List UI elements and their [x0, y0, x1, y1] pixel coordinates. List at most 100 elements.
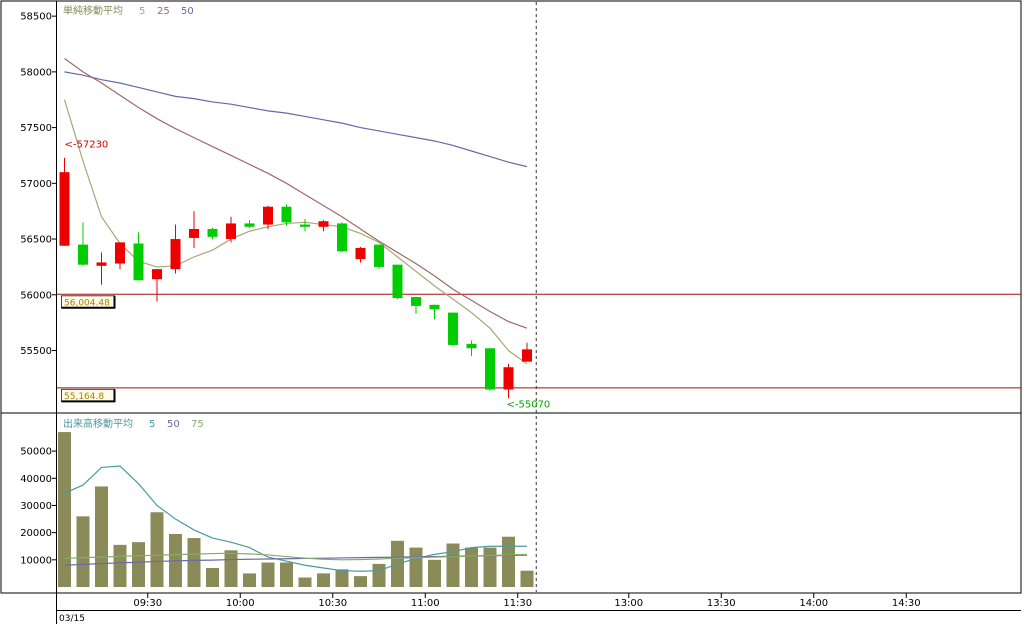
volume-panel-frame [0, 412, 1022, 594]
volume-bar [317, 573, 330, 587]
candle-body [207, 229, 218, 237]
candle-body [503, 367, 514, 390]
candle-body [318, 221, 329, 227]
price-tick-label: 56000 [20, 290, 52, 301]
price-ma-line-25 [64, 58, 528, 329]
time-tick-label: 11:00 [411, 598, 440, 609]
candle-body [355, 247, 366, 260]
volume-bar [502, 536, 515, 587]
volume-bar [187, 538, 201, 587]
candle-body [133, 243, 144, 281]
reference-label-upper: 56,004.48 [64, 298, 110, 308]
time-tick-label: 13:30 [707, 598, 736, 609]
price-y-axis: 58500 58000 57500 57000 56500 56000 55500 [20, 12, 57, 357]
volume-bar [132, 542, 145, 587]
volume-bar [465, 547, 478, 587]
volume-ma-legend-5: 5 [149, 419, 155, 430]
candle-body [115, 242, 125, 264]
volume-ma-line-75 [64, 552, 528, 561]
price-reference-lines: 56,004.48 55,164.8 [57, 293, 1021, 403]
candle-body [189, 229, 199, 238]
volume-bar [243, 573, 256, 587]
candle-body [263, 206, 273, 225]
time-tick-label: 10:30 [318, 598, 347, 609]
volume-tick-label: 20000 [20, 528, 52, 539]
candle-body [59, 172, 70, 246]
volume-bar [58, 432, 71, 587]
price-tick-label: 58000 [20, 67, 52, 78]
price-tick-label: 58500 [20, 12, 52, 23]
time-tick-label: 14:30 [892, 598, 921, 609]
volume-ma-legend-75: 75 [191, 419, 204, 430]
candle-body [78, 244, 88, 265]
candle-body [244, 223, 255, 227]
candle-body [152, 269, 162, 280]
candle-body [485, 348, 495, 390]
volume-bar [409, 547, 423, 587]
time-tick-label: 14:00 [799, 598, 828, 609]
volume-bar [428, 559, 441, 587]
candle-body [429, 304, 440, 310]
date-label: 03/15 [59, 614, 85, 624]
candle-body [411, 297, 421, 306]
volume-bar [150, 512, 164, 587]
price-ma-legend-5: 5 [139, 6, 145, 17]
volume-bar [95, 486, 108, 587]
volume-bar [483, 547, 497, 587]
volume-y-axis: 50000 40000 30000 20000 10000 [20, 447, 57, 566]
volume-bars [58, 432, 534, 587]
price-tick-label: 55500 [20, 346, 52, 357]
volume-bar [446, 543, 460, 587]
reference-label-shadow-upper [61, 295, 116, 309]
volume-tick-label: 50000 [20, 447, 52, 458]
volume-tick-label: 10000 [20, 555, 52, 566]
volume-ma-legend-50: 50 [167, 419, 180, 430]
volume-bar [76, 516, 90, 587]
candle-body [522, 349, 532, 362]
volume-bar [372, 563, 386, 587]
candle-body [300, 224, 310, 227]
volume-ma-line-5 [64, 465, 527, 572]
volume-bar [298, 577, 312, 587]
reference-label-shadow-lower [61, 389, 116, 403]
candle-body [392, 264, 403, 299]
low-annotation: <-55070 [507, 399, 551, 410]
candlesticks [59, 157, 532, 399]
price-tick-label: 57500 [20, 123, 52, 134]
price-ma-legend-25: 25 [157, 6, 170, 17]
candle-body [374, 244, 384, 267]
time-tick-label: 13:00 [614, 598, 643, 609]
price-tick-label: 56500 [20, 235, 52, 246]
time-tick-label: 11:30 [503, 598, 532, 609]
time-tick-label: 10:00 [226, 598, 255, 609]
volume-moving-averages [64, 465, 528, 572]
volume-bar [335, 569, 349, 587]
candle-body [337, 223, 347, 252]
volume-bar [261, 562, 275, 587]
volume-tick-label: 40000 [20, 474, 52, 485]
price-panel-frame [0, 0, 1022, 414]
volume-ma-legend-title: 出来高移動平均 [63, 417, 133, 430]
price-ma-legend-title: 単純移動平均 [63, 4, 123, 17]
candle-body [448, 312, 458, 345]
time-tick-label: 09:30 [133, 598, 162, 609]
price-tick-label: 57000 [20, 179, 52, 190]
volume-bar [224, 550, 238, 587]
price-ma-line-50 [64, 71, 528, 168]
candle-body [96, 262, 107, 266]
candle-body [226, 223, 236, 240]
volume-bar [206, 567, 219, 587]
volume-bar [280, 562, 293, 587]
candle-body [466, 343, 477, 349]
time-x-axis: 09:30 10:00 10:30 11:00 11:30 13:00 13:30 14:00… [133, 2, 921, 609]
volume-bar [113, 544, 127, 587]
price-annotations: <-57230 <-55070 [65, 140, 551, 411]
candle-body [170, 239, 181, 270]
candle-body [281, 206, 292, 223]
high-annotation: <-57230 [65, 140, 109, 151]
reference-label-lower: 55,164.8 [64, 392, 104, 402]
price-ma-legend-50: 50 [181, 6, 194, 17]
volume-bar [354, 576, 367, 587]
